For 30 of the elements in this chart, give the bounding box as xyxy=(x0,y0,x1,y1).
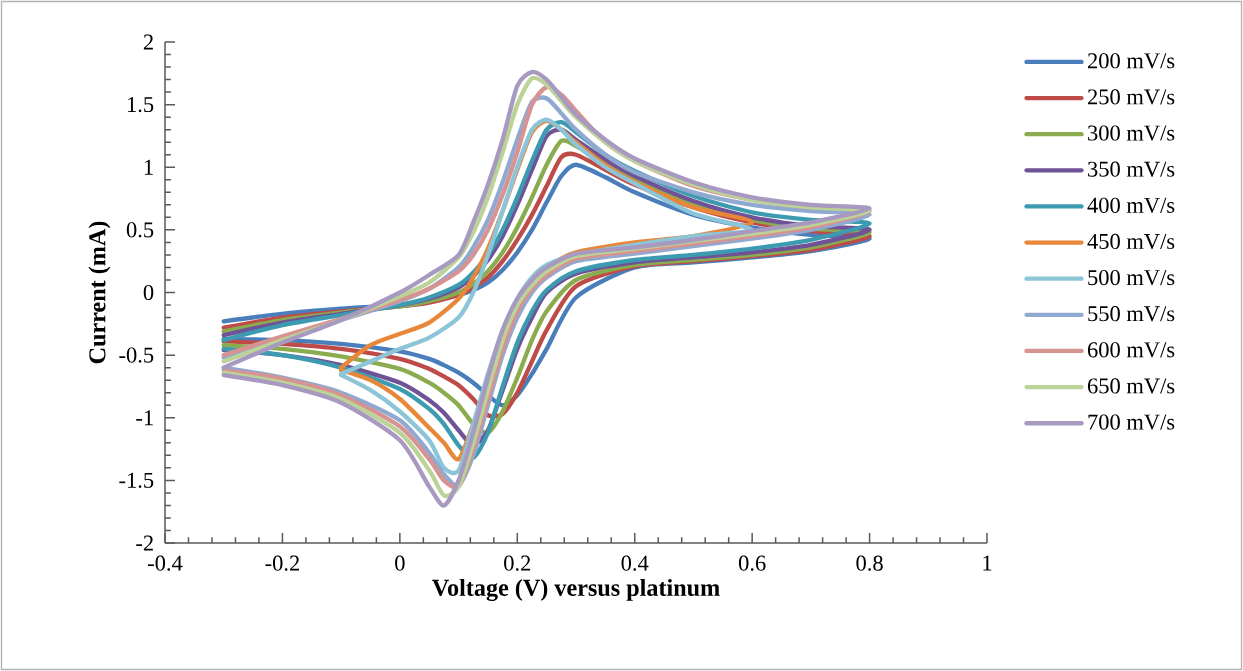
y-tick-label: 1.5 xyxy=(127,97,154,113)
legend-label: 400 mV/s xyxy=(1087,197,1175,214)
x-tick-label: 0.4 xyxy=(621,555,649,571)
y-tick-label: 0.5 xyxy=(126,222,154,238)
y-axis-title: Current (mA) xyxy=(88,221,111,364)
x-tick-label: -0.4 xyxy=(148,555,183,571)
legend-label: 200 mV/s xyxy=(1087,53,1175,69)
x-tick-label: 0.6 xyxy=(738,555,766,571)
x-tick-label: 1 xyxy=(983,555,992,571)
y-tick-label: 0 xyxy=(143,284,154,301)
y-tick-label: -1.5 xyxy=(119,472,154,488)
y-tick-label: -1 xyxy=(136,410,153,426)
y-tick-label: 1 xyxy=(144,159,153,175)
y-tick-label: -0.5 xyxy=(119,347,154,363)
y-tick-label: -2 xyxy=(136,535,153,551)
legend-label: 550 mV/s xyxy=(1088,306,1175,322)
x-tick-label: 0 xyxy=(395,555,405,571)
legend-label: 350 mV/s xyxy=(1088,161,1175,177)
legend-label: 450 mV/s xyxy=(1087,233,1175,250)
x-tick-label: -0.2 xyxy=(265,555,300,571)
y-tick-label: 2 xyxy=(143,34,153,50)
legend-label: 250 mV/s xyxy=(1087,89,1175,105)
legend-label: 600 mV/s xyxy=(1087,342,1175,358)
x-tick-label: 0.8 xyxy=(856,555,883,571)
legend-label: 500 mV/s xyxy=(1088,269,1175,286)
x-axis-title: Voltage (V) versus platinum xyxy=(432,578,720,602)
legend-label: 650 mV/s xyxy=(1087,378,1175,394)
legend-label: 700 mV/s xyxy=(1088,414,1175,430)
x-tick-label: 0.2 xyxy=(504,555,531,571)
legend-label: 300 mV/s xyxy=(1088,125,1175,141)
